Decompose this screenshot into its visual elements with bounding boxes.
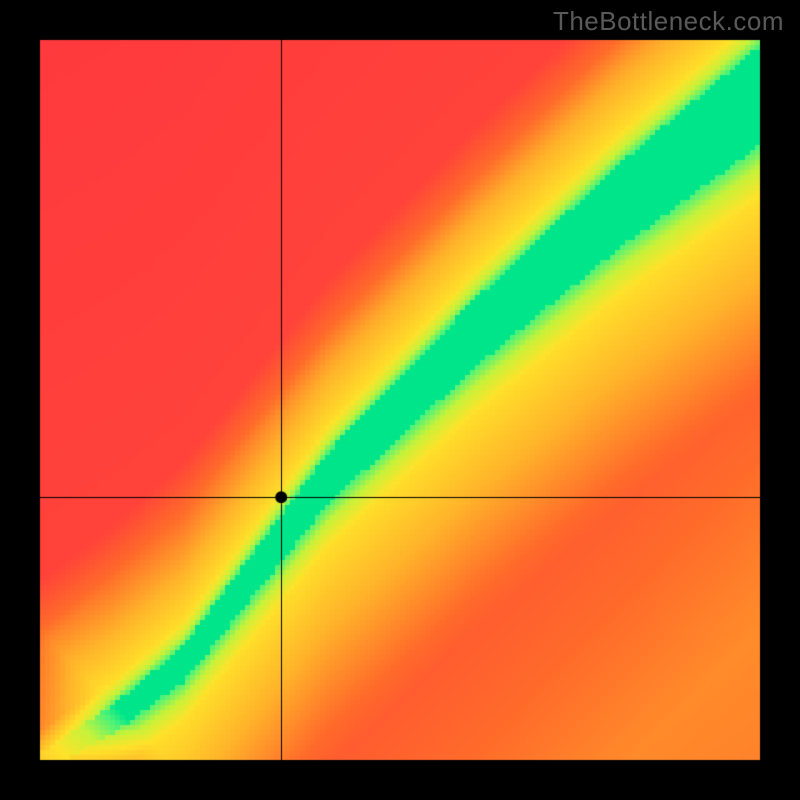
heatmap-canvas [0, 0, 800, 800]
chart-container: TheBottleneck.com [0, 0, 800, 800]
watermark-text: TheBottleneck.com [553, 6, 784, 37]
